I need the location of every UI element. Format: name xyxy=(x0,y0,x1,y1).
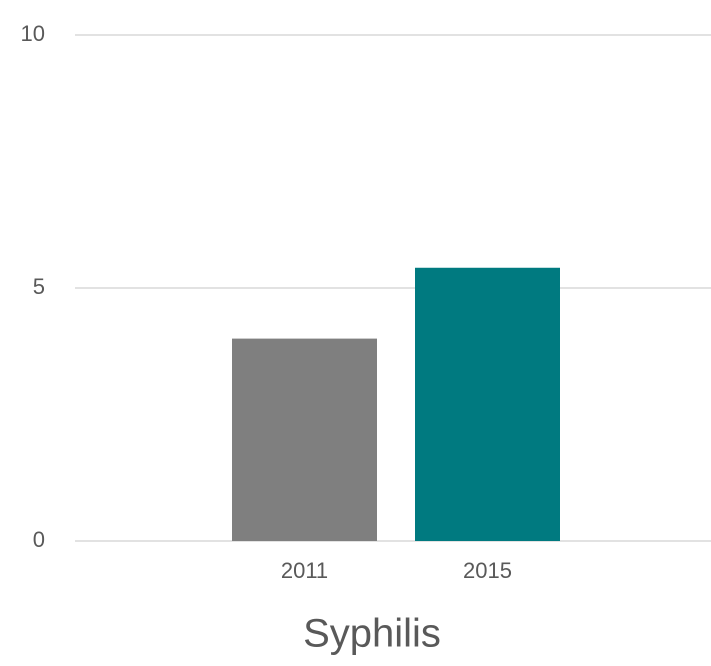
y-tick-label: 5 xyxy=(33,274,45,299)
bar xyxy=(415,267,560,541)
y-tick-label: 0 xyxy=(33,527,45,552)
x-tick-label: 2011 xyxy=(281,558,328,583)
x-tick-label: 2015 xyxy=(463,558,512,583)
bar xyxy=(232,338,377,541)
y-tick-label: 10 xyxy=(21,21,45,46)
chart-title: Syphilis xyxy=(303,612,441,656)
